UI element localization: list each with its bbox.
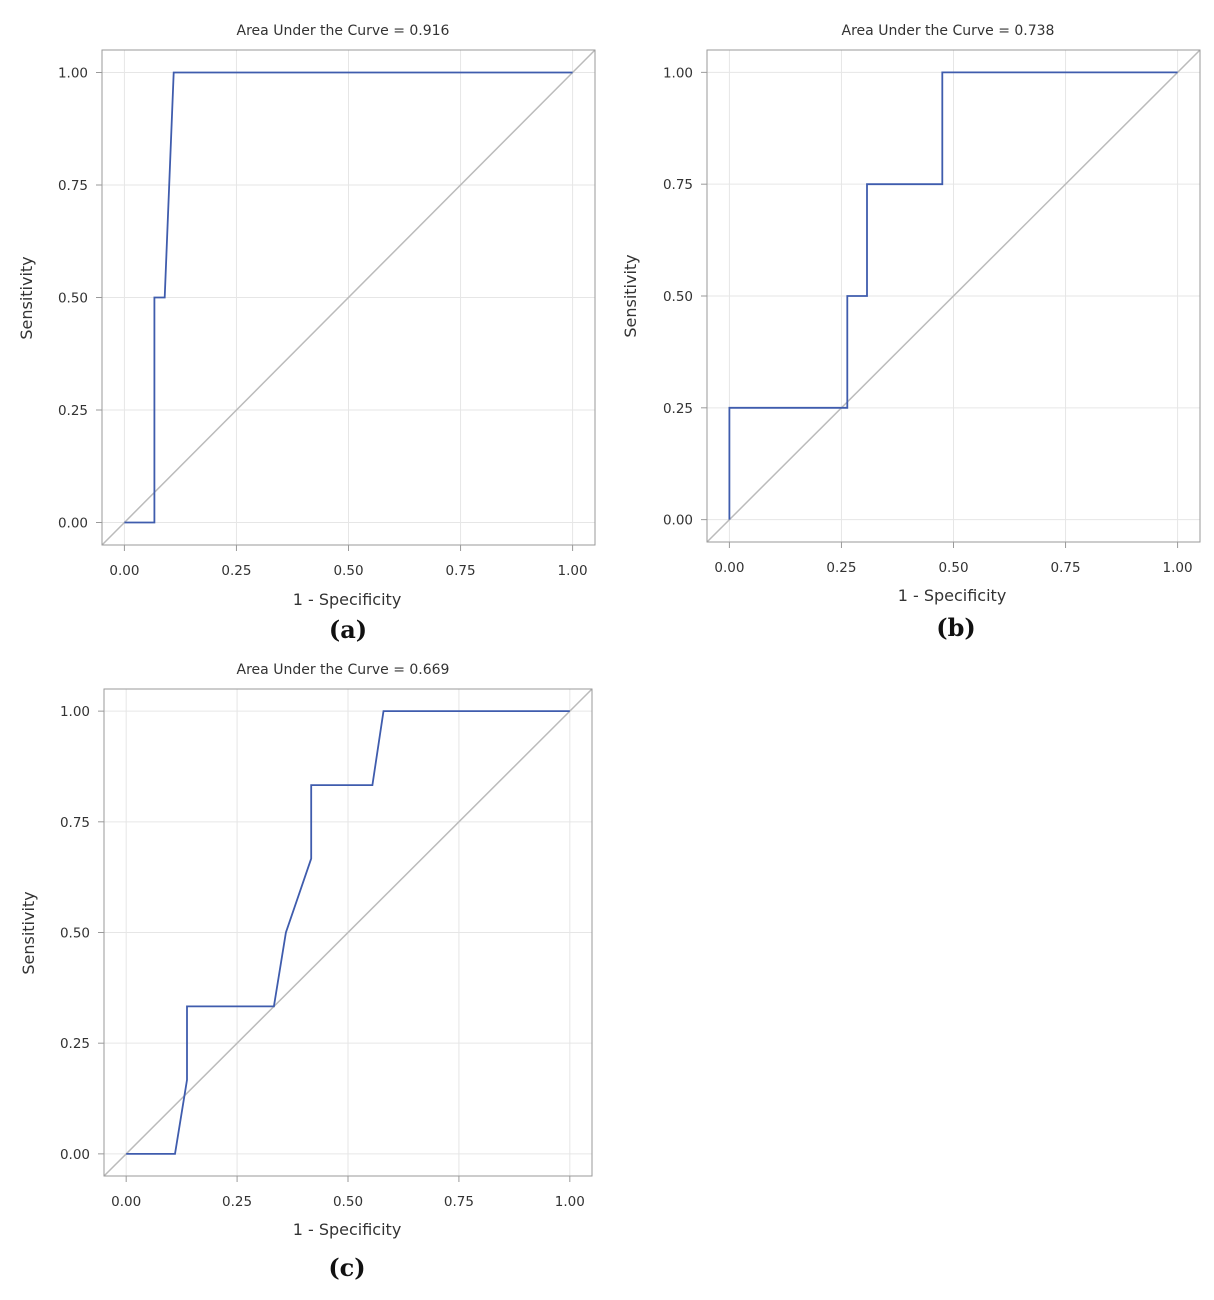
y-tick-label: 0.00	[58, 516, 88, 532]
y-tick-label: 0.25	[663, 401, 693, 417]
x-axis-ticks: 0.00 0.25 0.50 0.75 1.00	[109, 563, 587, 579]
x-tick-label: 1.00	[555, 1194, 585, 1210]
x-tick-label: 1.00	[558, 563, 588, 579]
y-tick-label: 0.75	[60, 815, 90, 831]
y-axis-ticks: 0.00 0.25 0.50 0.75 1.00	[663, 65, 693, 528]
x-axis-label: 1 - Specificity	[293, 1220, 402, 1239]
y-tick-label: 0.50	[58, 291, 88, 307]
y-tick-label: 1.00	[58, 66, 88, 82]
plot-area	[96, 49, 596, 551]
reference-diagonal-line	[706, 49, 1201, 543]
y-axis-ticks: 0.00 0.25 0.50 0.75 1.00	[58, 66, 88, 532]
y-tick-label: 0.25	[58, 403, 88, 419]
y-tick-label: 0.50	[60, 926, 90, 942]
y-tick-label: 0.25	[60, 1036, 90, 1052]
x-tick-label: 0.75	[446, 563, 476, 579]
x-tick-label: 0.75	[444, 1194, 474, 1210]
x-tick-label: 0.50	[333, 1194, 363, 1210]
plot-area	[701, 49, 1201, 548]
roc-curve-line	[124, 71, 573, 524]
chart-panel-b: Area Under the Curve = 0.738 0.00 0.25 0…	[621, 23, 1201, 642]
y-tick-label: 0.75	[58, 178, 88, 194]
plot-area	[98, 688, 593, 1182]
x-axis-ticks: 0.00 0.25 0.50 0.75 1.00	[111, 1194, 585, 1210]
y-tick-label: 0.00	[60, 1147, 90, 1163]
y-axis-label: Sensitivity	[17, 256, 36, 339]
x-tick-label: 0.25	[222, 1194, 252, 1210]
x-axis-label: 1 - Specificity	[898, 586, 1007, 605]
x-tick-label: 0.75	[1051, 560, 1081, 576]
y-tick-label: 0.50	[663, 289, 693, 305]
x-tick-label: 0.25	[826, 560, 856, 576]
x-axis-label: 1 - Specificity	[293, 590, 402, 609]
y-tick-label: 1.00	[663, 65, 693, 81]
roc-curve-line	[126, 710, 570, 1155]
chart-title: Area Under the Curve = 0.916	[237, 23, 450, 39]
y-axis-label: Sensitivity	[19, 891, 38, 974]
panel-label: (b)	[936, 613, 976, 642]
roc-curve-line	[728, 71, 1178, 520]
y-tick-label: 1.00	[60, 704, 90, 720]
x-tick-label: 0.00	[111, 1194, 141, 1210]
y-axis-ticks: 0.00 0.25 0.50 0.75 1.00	[60, 704, 90, 1163]
chart-panel-a: Area Under the Curve = 0.916 0.00 0.25 0…	[17, 23, 596, 644]
x-tick-label: 0.00	[714, 560, 744, 576]
y-axis-label: Sensitivity	[621, 254, 640, 337]
x-tick-label: 0.00	[109, 563, 139, 579]
x-tick-label: 0.25	[221, 563, 251, 579]
chart-panel-c: Area Under the Curve = 0.669 0.00 0.25 0…	[19, 662, 593, 1282]
y-tick-label: 0.00	[663, 513, 693, 529]
chart-title: Area Under the Curve = 0.669	[237, 662, 450, 678]
panel-label: (c)	[328, 1253, 365, 1282]
reference-diagonal-line	[101, 49, 596, 546]
panel-label: (a)	[329, 615, 367, 644]
chart-title: Area Under the Curve = 0.738	[842, 23, 1055, 39]
y-tick-label: 0.75	[663, 177, 693, 193]
x-tick-label: 0.50	[938, 560, 968, 576]
x-axis-ticks: 0.00 0.25 0.50 0.75 1.00	[714, 560, 1192, 576]
x-tick-label: 0.50	[333, 563, 363, 579]
x-tick-label: 1.00	[1163, 560, 1193, 576]
